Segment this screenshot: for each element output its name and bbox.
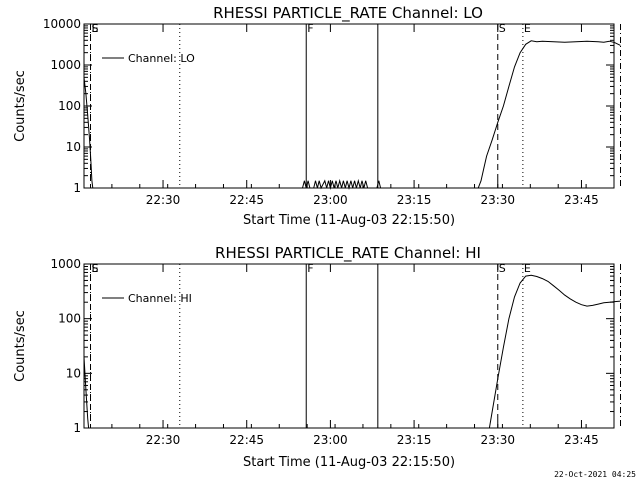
series-line <box>83 274 621 429</box>
event-marker-label: S <box>499 262 506 275</box>
series-hi <box>83 274 621 429</box>
legend-hi: Channel: HI <box>102 292 192 305</box>
x-axis-label-lo: Start Time (11-Aug-03 22:15:50) <box>243 213 455 228</box>
x-tick-label: 23:00 <box>313 433 348 447</box>
x-tick-label: 23:30 <box>480 433 515 447</box>
x-tick-label: 23:15 <box>397 193 432 207</box>
event-marker-label: E <box>92 262 99 275</box>
chart-panel-lo: RHESSI PARTICLE_RATE Channel: LO SE F S E 2… <box>13 4 622 228</box>
chart-title-hi: RHESSI PARTICLE_RATE Channel: HI <box>215 244 481 263</box>
x-tick-label: 22:30 <box>146 433 181 447</box>
event-markers-lo: SE F S E <box>90 22 622 188</box>
event-marker-label: S <box>92 262 99 275</box>
x-axis-ticks-lo: 22:30 22:45 23:00 23:15 23:30 23:45 <box>111 24 599 207</box>
x-axis-label-hi: Start Time (11-Aug-03 22:15:50) <box>243 455 455 470</box>
event-marker-label: S <box>499 22 506 35</box>
chart-panel-hi: RHESSI PARTICLE_RATE Channel: HI SE F S E 2… <box>13 244 622 470</box>
legend-label-lo: Channel: LO <box>128 52 195 65</box>
event-marker-label: F <box>307 22 313 35</box>
y-axis-ticks-lo: 1 10 100 1000 10000 <box>43 17 614 195</box>
y-tick-label: 1000 <box>50 58 81 72</box>
footer-timestamp: 22-Oct-2021 04:25 <box>554 470 636 479</box>
y-tick-label: 100 <box>58 99 81 113</box>
legend-label-hi: Channel: HI <box>128 292 192 305</box>
y-tick-label: 100 <box>58 312 81 326</box>
y-tick-label: 10 <box>66 366 81 380</box>
event-marker-label: F <box>307 262 313 275</box>
x-tick-label: 23:15 <box>397 433 432 447</box>
y-axis-label-lo: Counts/sec <box>13 70 28 142</box>
y-axis-ticks-hi: 1 10 100 1000 <box>50 257 614 435</box>
event-marker-label: E <box>92 22 99 35</box>
plot-frame-hi <box>83 263 615 429</box>
y-tick-label: 10 <box>66 140 81 154</box>
event-marker-label: E <box>524 262 531 275</box>
y-tick-label: 10000 <box>43 17 81 31</box>
series-lo <box>83 40 621 190</box>
legend-lo: Channel: LO <box>102 52 195 65</box>
event-markers-hi: SE F S E <box>90 262 622 428</box>
chart-title-lo: RHESSI PARTICLE_RATE Channel: LO <box>213 4 483 23</box>
plot-frame-lo <box>83 23 615 189</box>
x-tick-label: 22:45 <box>229 433 264 447</box>
x-tick-label: 23:00 <box>313 193 348 207</box>
series-line <box>83 40 621 190</box>
x-tick-label: 23:30 <box>480 193 515 207</box>
event-marker-label: S <box>92 22 99 35</box>
y-tick-label: 1 <box>73 181 81 195</box>
y-tick-label: 1 <box>73 421 81 435</box>
x-tick-label: 22:45 <box>229 193 264 207</box>
x-tick-label: 23:45 <box>564 193 599 207</box>
event-marker-label: E <box>524 22 531 35</box>
y-tick-label: 1000 <box>50 257 81 271</box>
x-tick-label: 23:45 <box>564 433 599 447</box>
y-axis-label-hi: Counts/sec <box>13 310 28 382</box>
x-axis-ticks-hi: 22:30 22:45 23:00 23:15 23:30 23:45 <box>111 264 599 447</box>
x-tick-label: 22:30 <box>146 193 181 207</box>
